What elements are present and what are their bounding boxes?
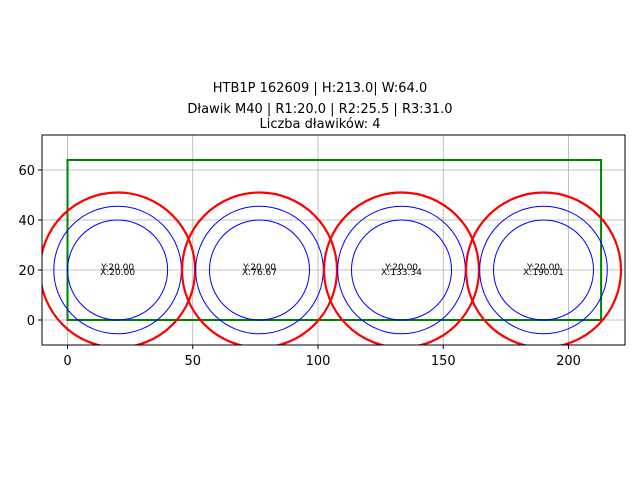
point-label-y: Y:20.00	[526, 263, 560, 273]
x-tick-label: 100	[306, 354, 331, 369]
x-tick-label: 0	[63, 354, 71, 369]
y-tick-label: 40	[18, 214, 35, 229]
y-tick-label: 0	[27, 314, 35, 329]
x-tick-label: 150	[431, 354, 456, 369]
x-tick-label: 50	[184, 354, 201, 369]
point-label-x: X:190.01	[523, 268, 564, 278]
chart-title-line-1: HTB1P 162609 | H:213.0| W:64.0	[212, 81, 428, 96]
chart-title-line-3: Liczba dławików: 4	[259, 117, 381, 132]
grid	[42, 135, 625, 345]
chart-title-line-2: Dławik M40 | R1:20.0 | R2:25.5 | R3:31.0	[187, 102, 453, 117]
enclosure-rectangle	[66, 159, 603, 321]
point-label-x: X:20.00	[100, 268, 135, 278]
point-label-x: X:76.67	[242, 268, 277, 278]
point-label-y: Y:20.00	[242, 263, 276, 273]
point-label-x: X:133.34	[381, 268, 422, 278]
y-tick-label: 60	[18, 164, 35, 179]
tick-marks	[38, 169, 569, 349]
x-tick-label: 200	[556, 354, 581, 369]
point-label-y: Y:20.00	[384, 263, 418, 273]
gland-2	[180, 191, 339, 345]
y-tick-label: 20	[18, 264, 35, 279]
point-label-y: Y:20.00	[100, 263, 134, 273]
axes-frame	[41, 134, 626, 346]
gland-4	[464, 191, 623, 345]
